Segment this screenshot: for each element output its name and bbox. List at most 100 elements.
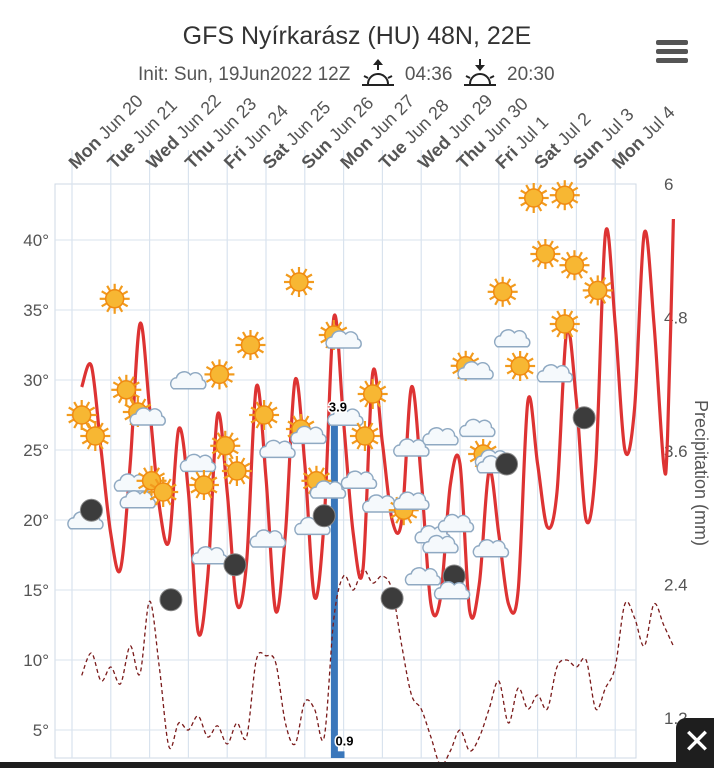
sun-ray: [236, 348, 244, 354]
cloud-shape: [459, 418, 496, 438]
sun-ray: [106, 285, 112, 292]
weather-symbols: [66, 180, 613, 612]
sun-ray: [572, 327, 579, 333]
chart-title: GFS Nyírkarász (HU) 48N, 22E: [182, 22, 532, 50]
moon-disc: [159, 588, 183, 612]
sun-icon: [505, 351, 536, 381]
sun-ray: [523, 352, 529, 359]
sun-disc: [555, 185, 575, 205]
cloud-icon: [422, 534, 459, 554]
cloud-icon: [433, 581, 471, 600]
sun-ray: [254, 331, 259, 338]
sun-ray: [207, 471, 213, 478]
moon-disc: [572, 406, 596, 430]
sun-ray: [223, 462, 230, 468]
sun-ray: [368, 443, 374, 450]
sun-ray: [511, 373, 517, 380]
sun-ray: [364, 380, 370, 387]
sun-ray: [143, 488, 148, 495]
sun-disc: [215, 436, 236, 456]
y-tick-label: 30°: [23, 371, 49, 390]
y-axis-temperature: 5° 10° 15° 20° 25° 30° 35° 40°: [23, 231, 49, 740]
sun-icon: [148, 477, 179, 507]
cloud-shape: [340, 470, 378, 489]
sun-ray: [556, 202, 562, 209]
cloud-icon: [309, 480, 347, 499]
sun-ray: [86, 443, 92, 450]
sun-disc: [194, 475, 214, 495]
sun-ray: [68, 406, 75, 412]
sun-ray: [228, 432, 234, 439]
sun-disc: [362, 384, 383, 404]
sun-ray: [395, 517, 401, 524]
sun-disc: [523, 188, 544, 208]
sun-ray: [121, 302, 129, 308]
sun-ray: [290, 268, 296, 275]
cloud-icon: [119, 490, 157, 509]
sun-ray: [568, 331, 574, 338]
sun-ray: [506, 299, 512, 306]
sun-ray: [306, 273, 313, 279]
sun-ray: [170, 495, 177, 501]
cloud-shape: [191, 546, 228, 565]
y2-tick-label: 3.6: [664, 442, 688, 461]
sun-ray: [560, 256, 568, 262]
sun-icon: [249, 400, 280, 430]
sun-ray: [145, 403, 152, 409]
cloud-shape: [422, 534, 459, 554]
sun-ray: [244, 462, 251, 468]
sun-ray: [292, 415, 298, 422]
sun-ray: [584, 281, 591, 287]
sun-ray: [285, 273, 292, 279]
precip-data-label: 3.9: [329, 400, 347, 415]
bottom-bar: [0, 762, 714, 768]
sun-ray: [85, 401, 91, 408]
sun-ray: [137, 484, 145, 490]
hamburger-menu-icon[interactable]: [652, 36, 692, 70]
sun-ray: [101, 290, 108, 296]
sun-ray: [489, 283, 496, 289]
cloud-icon: [393, 491, 430, 510]
cloud-shape: [433, 581, 471, 600]
chart-subtitle: Init: Sun, 19Jun2022 12Z 04:36 20:30: [138, 58, 555, 88]
moon-disc: [380, 586, 404, 610]
sun-ray: [117, 397, 123, 404]
sun-ray: [302, 484, 310, 490]
sun-ray: [86, 422, 92, 429]
sun-icon: [349, 421, 380, 451]
sun-ray: [410, 513, 418, 519]
sun-ray: [486, 440, 492, 447]
sun-ray: [154, 478, 160, 485]
sun-ray: [117, 376, 123, 383]
cloud-shape: [169, 371, 207, 390]
sun-ray: [124, 403, 131, 409]
sun-ray: [149, 483, 156, 489]
sun-ray: [228, 478, 234, 485]
sun-ray: [376, 401, 382, 408]
sun-ray: [572, 315, 579, 321]
precipitation-labels: 3.90.90.6: [327, 398, 361, 768]
cloud-shape: [493, 329, 531, 348]
sun-ray: [290, 289, 296, 296]
cloud-icon: [169, 371, 207, 390]
sun-ray: [207, 492, 213, 499]
sun-ray: [240, 457, 246, 464]
sun-ray: [267, 422, 273, 429]
close-icon[interactable]: ✕: [676, 718, 714, 768]
cloud-shape: [129, 407, 166, 426]
sun-ray: [589, 297, 595, 304]
sun-ray: [364, 401, 370, 408]
sun-ray: [267, 401, 273, 408]
sun-ray: [101, 302, 108, 308]
sun-ray: [81, 427, 89, 433]
sun-ray: [509, 283, 517, 289]
sun-ray: [304, 415, 310, 422]
sun-ray: [489, 295, 496, 301]
y2-tick-label: 2.4: [664, 575, 688, 594]
sun-disc: [209, 364, 230, 385]
sun-ray: [604, 293, 612, 299]
sun-icon: [357, 379, 388, 409]
sun-ray: [226, 377, 233, 383]
sun-icon: [487, 276, 518, 307]
